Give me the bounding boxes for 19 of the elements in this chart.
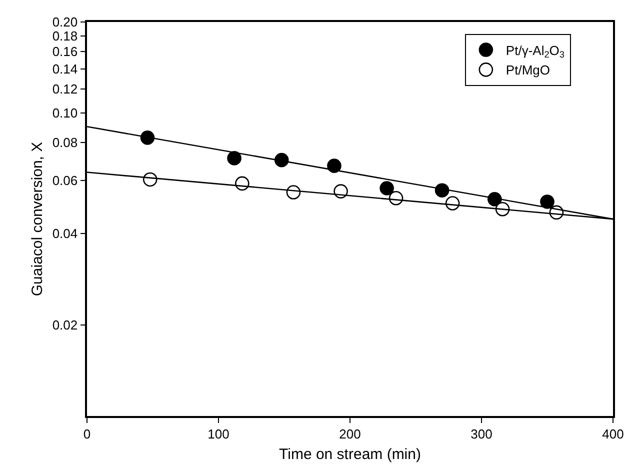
legend-label: Pt/MgO [506,62,550,78]
y-tick-label: 0.14 [52,61,78,76]
x-tick-label: 100 [208,426,230,442]
x-tick-label: 200 [339,426,361,442]
y-tick-label: 0.08 [52,135,78,150]
y-tick-label: 0.16 [52,44,78,59]
x-tick-label: 400 [602,426,624,442]
y-tick-label: 0.04 [52,226,78,242]
x-tick-label: 300 [470,426,492,442]
y-tick-label: 0.18 [52,28,78,44]
y-tick-label: 0.02 [52,317,78,332]
x-tick-label: 0 [83,426,91,442]
y-tick-label: 0.06 [52,172,78,188]
x-axis-title: Time on stream (min) [279,446,421,463]
y-tick-label: 0.12 [52,82,78,97]
y-tick-label: 0.10 [52,106,78,121]
legend-label: Pt/γ-Al$_{2}$O$_{3}$ [506,42,564,60]
y-tick-label: 0.20 [52,14,78,30]
y-axis-title: Guaiacol conversion, X [29,142,46,296]
